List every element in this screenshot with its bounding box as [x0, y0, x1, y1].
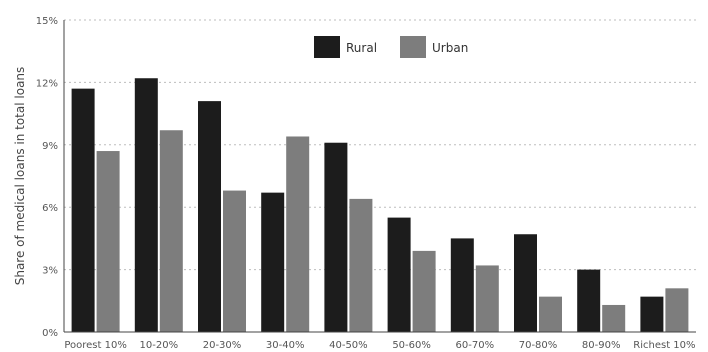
bar-urban-3	[286, 136, 310, 332]
x-tick-label: 10-20%	[140, 340, 179, 351]
bar-rural-0	[71, 88, 95, 332]
bar-rural-6	[450, 238, 474, 332]
bar-rural-8	[577, 269, 601, 332]
bar-rural-9	[640, 296, 664, 332]
bar-rural-5	[387, 217, 411, 332]
bar-urban-6	[475, 265, 499, 332]
bar-urban-2	[223, 190, 246, 332]
legend-label-rural: Rural	[346, 41, 377, 55]
bar-rural-3	[261, 192, 285, 332]
bar-urban-9	[665, 288, 689, 332]
bar-urban-7	[539, 296, 562, 332]
gridlines	[64, 19, 696, 271]
x-tick-label: 20-30%	[203, 340, 242, 351]
x-tick-label: 80-90%	[582, 340, 621, 351]
x-tick-label: 70-80%	[519, 340, 558, 351]
x-tick-label: Richest 10%	[633, 340, 695, 351]
x-tick-label: Poorest 10%	[64, 340, 127, 351]
bar-urban-0	[96, 151, 120, 332]
y-tick-label: 9%	[42, 141, 58, 152]
y-tick-label: 0%	[42, 328, 58, 339]
x-tick-label: 60-70%	[456, 340, 495, 351]
bar-rural-7	[514, 234, 537, 332]
x-tick-label: 50-60%	[392, 340, 431, 351]
x-tick-label: 40-50%	[329, 340, 368, 351]
x-tick-labels: Poorest 10% 10-20% 20-30% 30-40% 40-50% 50-60…	[64, 340, 695, 351]
y-axis-label: Share of medical loans in total loans	[13, 67, 27, 286]
bar-urban-5	[412, 250, 436, 332]
y-tick-label: 12%	[36, 78, 58, 89]
legend: Rural Urban	[314, 36, 468, 58]
legend-swatch-rural	[314, 36, 340, 58]
y-tick-label: 3%	[42, 266, 58, 277]
y-tick-label: 15%	[36, 16, 58, 27]
bar-urban-1	[159, 130, 183, 332]
legend-label-urban: Urban	[432, 41, 468, 55]
bar-urban-8	[602, 304, 626, 332]
bars	[71, 78, 689, 333]
bar-urban-4	[349, 198, 373, 332]
y-tick-labels: 0% 3% 6% 9% 12% 15%	[36, 16, 58, 339]
bar-rural-4	[324, 142, 348, 332]
x-tick-label: 30-40%	[266, 340, 305, 351]
bar-rural-1	[134, 78, 158, 333]
bar-rural-2	[198, 101, 221, 333]
y-tick-label: 6%	[42, 203, 58, 214]
legend-swatch-urban	[400, 36, 426, 58]
